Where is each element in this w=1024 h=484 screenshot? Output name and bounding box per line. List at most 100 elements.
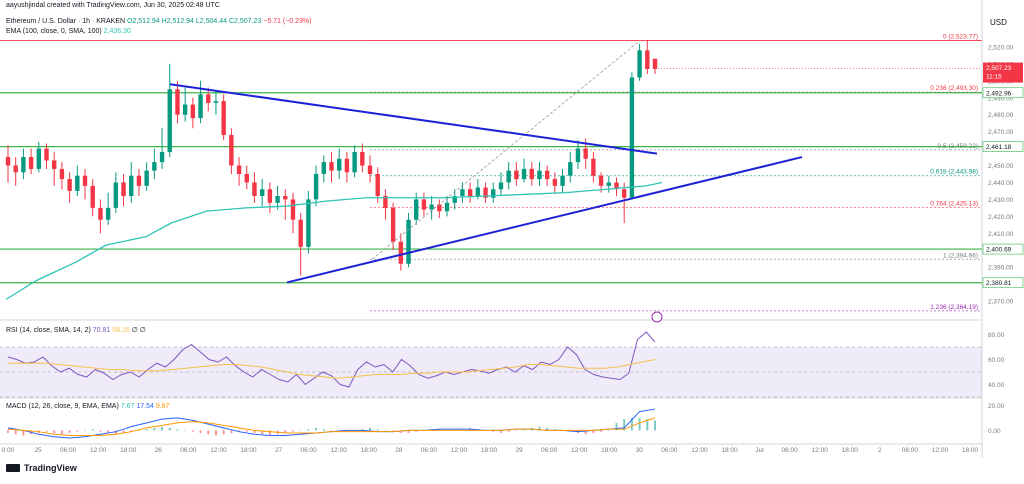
macd-histogram-bar <box>499 430 502 433</box>
candle-body <box>429 204 434 210</box>
candle-body <box>614 182 619 190</box>
macd-histogram-bar <box>253 430 256 433</box>
macd-histogram-bar <box>45 430 48 432</box>
macd-histogram-bar <box>507 430 510 432</box>
macd-histogram-bar <box>345 430 348 432</box>
macd-histogram-bar <box>122 430 125 433</box>
candle-body <box>398 241 404 264</box>
macd-histogram-bar <box>168 427 171 431</box>
macd-histogram-bar <box>307 429 310 431</box>
price-tick-label: 2,490.00 <box>988 95 1014 102</box>
time-tick-label: 18:00 <box>481 447 498 454</box>
macd-histogram-bar <box>592 430 595 433</box>
macd-histogram-bar <box>584 430 587 435</box>
time-tick-label: 18:00 <box>361 447 378 454</box>
candle-body <box>213 101 219 103</box>
symbol-line: Ethereum / U.S. Dollar · 1h · KRAKEN O2,… <box>6 18 312 25</box>
candle-body <box>13 165 18 173</box>
macd-histogram-bar <box>322 429 325 431</box>
candle-body <box>498 182 504 190</box>
candle-body <box>506 170 511 183</box>
macd-histogram-bar <box>299 430 302 431</box>
time-tick-label: 18:00 <box>240 447 257 454</box>
macd-histogram-bar <box>145 429 148 431</box>
macd-histogram-bar <box>630 417 633 431</box>
candle-body <box>475 187 481 197</box>
macd-hist-value: 7.67 <box>120 403 135 410</box>
macd-histogram-bar <box>91 429 94 431</box>
candle-body <box>229 135 234 166</box>
candle-body <box>367 165 373 174</box>
macd-histogram-bar <box>84 430 87 431</box>
macd-histogram-bar <box>153 427 156 431</box>
macd-histogram-bar <box>14 430 17 435</box>
macd-histogram-bar <box>384 430 387 431</box>
candle-body <box>5 157 11 166</box>
fib-level-label: 0 (2,523.77) <box>943 34 978 41</box>
macd-histogram-bar <box>230 430 233 433</box>
time-tick-label: Jul <box>755 447 764 454</box>
candle-body <box>652 58 658 69</box>
fib-level-label: 0.764 (2,425.13) <box>930 201 978 208</box>
price-tick-label: 2,410.00 <box>988 231 1014 238</box>
macd-histogram-bar <box>199 430 202 433</box>
macd-histogram-bar <box>615 422 618 431</box>
macd-histogram-bar <box>392 430 395 432</box>
sr-price-label: 2,380.81 <box>986 280 1012 287</box>
candle-body <box>337 158 342 171</box>
macd-label: MACD (12, 26, close, 9, EMA, EMA) <box>6 403 119 410</box>
fib-level-label: 0.236 (2,493.30) <box>930 85 978 92</box>
candle-body <box>544 170 550 180</box>
tradingview-logo: TradingView <box>6 463 77 473</box>
candle-body <box>437 204 442 212</box>
macd-histogram-bar <box>176 429 179 431</box>
time-tick-label: 18:00 <box>721 447 738 454</box>
sr-price-tag <box>982 87 1024 99</box>
candle-body <box>344 158 350 173</box>
macd-histogram-bar <box>268 430 271 436</box>
macd-histogram-bar <box>646 419 649 431</box>
candle-body <box>267 189 273 203</box>
sr-price-label: 2,400.69 <box>986 247 1012 254</box>
fib-level-label: 0.618 (2,443.98) <box>930 169 978 176</box>
rsi-value: 70.81 <box>92 327 111 334</box>
candle-body <box>113 182 119 208</box>
macd-histogram-bar <box>523 429 526 431</box>
macd-tick-label: 20.00 <box>988 403 1005 410</box>
price-tick-label: 2,390.00 <box>988 265 1014 272</box>
candle-body <box>606 182 611 186</box>
candle-body <box>575 148 581 163</box>
candle-body <box>44 148 49 161</box>
candle-body <box>360 151 365 166</box>
macd-histogram-bar <box>492 430 495 432</box>
descending-trendline <box>169 83 658 155</box>
time-tick-label: 06:00 <box>180 447 197 454</box>
candle-body <box>175 89 180 115</box>
time-tick-label: 12:00 <box>812 447 829 454</box>
candle-body <box>28 157 34 169</box>
macd-histogram-bar <box>22 430 25 436</box>
macd-histogram-bar <box>207 430 210 435</box>
tradingview-brand: TradingView <box>24 463 77 473</box>
sr-price-tag <box>982 277 1024 289</box>
macd-signal-value: 9.87 <box>155 403 170 410</box>
candle-body <box>390 207 396 242</box>
macd-histogram-bar <box>638 417 641 431</box>
macd-histogram-bar <box>261 430 264 435</box>
macd-histogram-bar <box>515 430 518 431</box>
macd-histogram-bar <box>407 430 410 433</box>
macd-histogram-bar <box>607 430 610 431</box>
candle-body <box>460 189 465 197</box>
rsi-label: RSI (14, close, SMA, 14, 2) <box>6 327 91 334</box>
macd-legend: MACD (12, 26, close, 9, EMA, EMA) 7.67 1… <box>6 403 169 410</box>
time-tick-label: 12:00 <box>90 447 107 454</box>
candle-body <box>313 174 319 200</box>
price-tick-label: 2,440.00 <box>988 180 1014 187</box>
time-tick-label: 27 <box>275 447 283 454</box>
macd-histogram-bar <box>184 430 187 431</box>
candle-body <box>521 168 527 180</box>
time-tick-label: 06:00 <box>781 447 798 454</box>
macd-histogram-bar <box>369 427 372 431</box>
